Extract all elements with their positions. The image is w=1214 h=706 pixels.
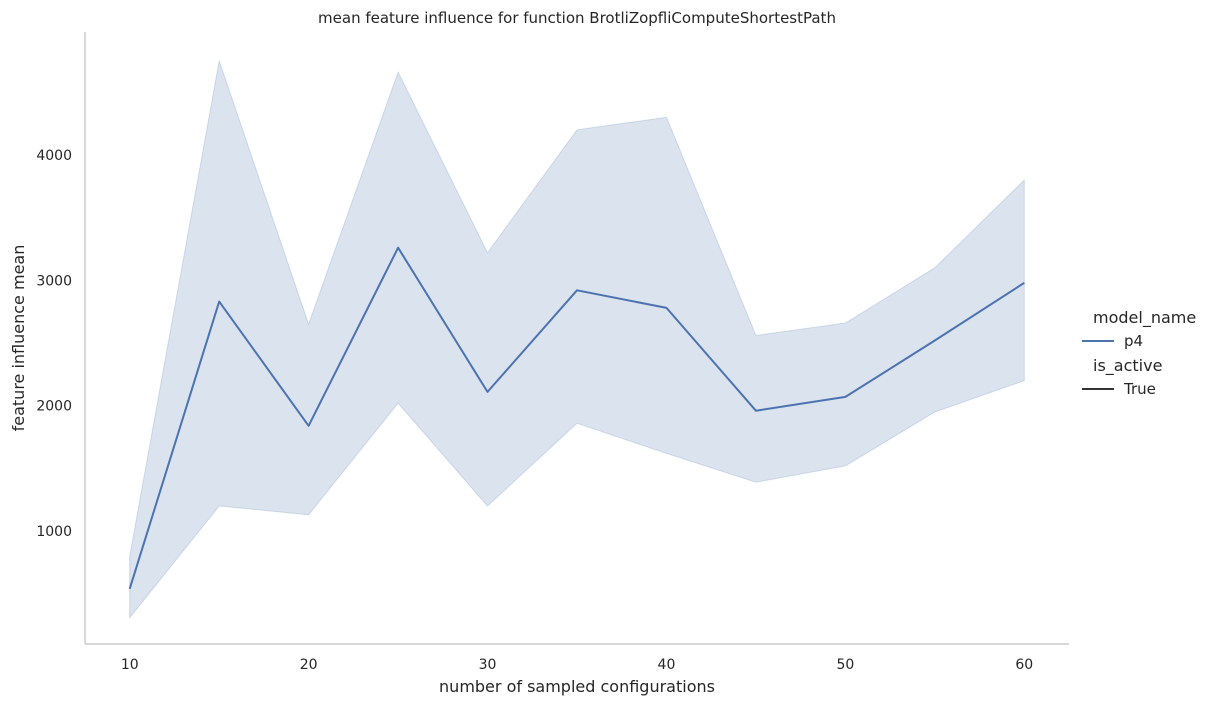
x-tick-label: 60	[1015, 657, 1033, 673]
x-tick-label: 10	[121, 657, 139, 673]
legend-label-true: True	[1123, 380, 1156, 398]
x-tick-label: 50	[836, 657, 854, 673]
legend: model_name p4 is_active True	[1082, 308, 1196, 398]
legend-hue-title: model_name	[1093, 308, 1196, 328]
y-axis-label: feature influence mean	[9, 245, 28, 432]
legend-label-p4: p4	[1124, 332, 1143, 350]
y-tick-labels: 1000 2000 3000 4000	[36, 148, 72, 540]
legend-style-title: is_active	[1093, 356, 1162, 376]
y-tick-label: 4000	[36, 148, 72, 164]
y-tick-label: 1000	[36, 524, 72, 540]
chart-title: mean feature influence for function Brot…	[318, 9, 836, 27]
x-axis-label: number of sampled configurations	[439, 677, 715, 696]
series-line-p4	[128, 246, 1025, 590]
x-tick-label: 20	[300, 657, 318, 673]
x-tick-labels: 10 20 30 40 50 60	[121, 657, 1033, 673]
confidence-band	[129, 58, 1025, 620]
plot-area	[128, 58, 1025, 620]
y-tick-label: 3000	[36, 273, 72, 289]
x-tick-label: 40	[658, 657, 676, 673]
y-tick-label: 2000	[36, 399, 72, 415]
x-tick-label: 30	[479, 657, 497, 673]
